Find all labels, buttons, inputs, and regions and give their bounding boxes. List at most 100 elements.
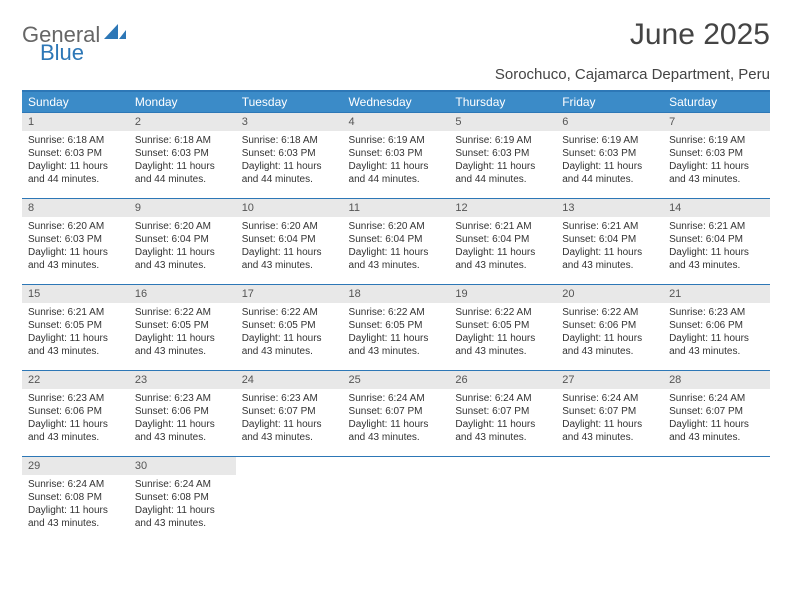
day-cell: 11Sunrise: 6:20 AMSunset: 6:04 PMDayligh… — [343, 199, 450, 285]
sunrise-text: Sunrise: 6:19 AM — [455, 134, 550, 147]
logo-sail-icon — [104, 22, 126, 48]
sunrise-text: Sunrise: 6:24 AM — [455, 392, 550, 405]
day-content: Sunrise: 6:21 AMSunset: 6:04 PMDaylight:… — [556, 217, 663, 278]
day-cell: 4Sunrise: 6:19 AMSunset: 6:03 PMDaylight… — [343, 113, 450, 199]
sunset-text: Sunset: 6:03 PM — [562, 147, 657, 160]
day-content: Sunrise: 6:23 AMSunset: 6:06 PMDaylight:… — [129, 389, 236, 450]
daylight-text-2: and 44 minutes. — [455, 173, 550, 186]
daylight-text-2: and 43 minutes. — [242, 431, 337, 444]
sunset-text: Sunset: 6:04 PM — [669, 233, 764, 246]
day-cell — [236, 457, 343, 543]
day-number: 6 — [556, 113, 663, 131]
daylight-text-2: and 43 minutes. — [135, 517, 230, 530]
daylight-text-2: and 44 minutes. — [562, 173, 657, 186]
sunset-text: Sunset: 6:03 PM — [28, 233, 123, 246]
sunrise-text: Sunrise: 6:23 AM — [669, 306, 764, 319]
day-number: 28 — [663, 371, 770, 389]
daylight-text-2: and 44 minutes. — [28, 173, 123, 186]
sunset-text: Sunset: 6:04 PM — [242, 233, 337, 246]
daylight-text: Daylight: 11 hours — [562, 418, 657, 431]
day-cell: 18Sunrise: 6:22 AMSunset: 6:05 PMDayligh… — [343, 285, 450, 371]
day-content: Sunrise: 6:22 AMSunset: 6:05 PMDaylight:… — [343, 303, 450, 364]
day-cell: 22Sunrise: 6:23 AMSunset: 6:06 PMDayligh… — [22, 371, 129, 457]
day-content: Sunrise: 6:24 AMSunset: 6:08 PMDaylight:… — [22, 475, 129, 536]
day-number: 17 — [236, 285, 343, 303]
daylight-text-2: and 43 minutes. — [28, 517, 123, 530]
daylight-text: Daylight: 11 hours — [242, 246, 337, 259]
sunset-text: Sunset: 6:04 PM — [455, 233, 550, 246]
day-number: 19 — [449, 285, 556, 303]
sunset-text: Sunset: 6:07 PM — [669, 405, 764, 418]
day-content: Sunrise: 6:20 AMSunset: 6:04 PMDaylight:… — [236, 217, 343, 278]
day-cell: 21Sunrise: 6:23 AMSunset: 6:06 PMDayligh… — [663, 285, 770, 371]
day-number: 16 — [129, 285, 236, 303]
sunset-text: Sunset: 6:03 PM — [242, 147, 337, 160]
day-content: Sunrise: 6:24 AMSunset: 6:07 PMDaylight:… — [663, 389, 770, 450]
day-content: Sunrise: 6:18 AMSunset: 6:03 PMDaylight:… — [129, 131, 236, 192]
sunrise-text: Sunrise: 6:22 AM — [349, 306, 444, 319]
sunset-text: Sunset: 6:07 PM — [242, 405, 337, 418]
day-content: Sunrise: 6:21 AMSunset: 6:04 PMDaylight:… — [449, 217, 556, 278]
day-content: Sunrise: 6:21 AMSunset: 6:04 PMDaylight:… — [663, 217, 770, 278]
day-header: Monday — [129, 92, 236, 113]
day-number: 5 — [449, 113, 556, 131]
day-content: Sunrise: 6:24 AMSunset: 6:07 PMDaylight:… — [449, 389, 556, 450]
day-content: Sunrise: 6:19 AMSunset: 6:03 PMDaylight:… — [556, 131, 663, 192]
week-row: 15Sunrise: 6:21 AMSunset: 6:05 PMDayligh… — [22, 285, 770, 371]
day-cell — [556, 457, 663, 543]
daylight-text: Daylight: 11 hours — [455, 332, 550, 345]
sunset-text: Sunset: 6:03 PM — [455, 147, 550, 160]
sunset-text: Sunset: 6:06 PM — [28, 405, 123, 418]
day-cell: 24Sunrise: 6:23 AMSunset: 6:07 PMDayligh… — [236, 371, 343, 457]
day-content: Sunrise: 6:20 AMSunset: 6:04 PMDaylight:… — [129, 217, 236, 278]
month-title: June 2025 — [630, 18, 770, 52]
sunset-text: Sunset: 6:06 PM — [669, 319, 764, 332]
daylight-text: Daylight: 11 hours — [455, 418, 550, 431]
daylight-text-2: and 43 minutes. — [135, 345, 230, 358]
daylight-text-2: and 43 minutes. — [135, 259, 230, 272]
sunrise-text: Sunrise: 6:23 AM — [135, 392, 230, 405]
day-cell: 17Sunrise: 6:22 AMSunset: 6:05 PMDayligh… — [236, 285, 343, 371]
day-number: 8 — [22, 199, 129, 217]
daylight-text: Daylight: 11 hours — [242, 418, 337, 431]
week-row: 22Sunrise: 6:23 AMSunset: 6:06 PMDayligh… — [22, 371, 770, 457]
daylight-text-2: and 43 minutes. — [669, 431, 764, 444]
day-number: 23 — [129, 371, 236, 389]
sunrise-text: Sunrise: 6:18 AM — [242, 134, 337, 147]
title-block: June 2025 — [630, 18, 770, 52]
daylight-text: Daylight: 11 hours — [349, 418, 444, 431]
day-header: Tuesday — [236, 92, 343, 113]
day-number: 24 — [236, 371, 343, 389]
day-content: Sunrise: 6:23 AMSunset: 6:06 PMDaylight:… — [22, 389, 129, 450]
sunrise-text: Sunrise: 6:21 AM — [455, 220, 550, 233]
header: General June 2025 — [22, 18, 770, 52]
day-content: Sunrise: 6:24 AMSunset: 6:07 PMDaylight:… — [343, 389, 450, 450]
day-number: 25 — [343, 371, 450, 389]
sunset-text: Sunset: 6:03 PM — [135, 147, 230, 160]
day-cell: 20Sunrise: 6:22 AMSunset: 6:06 PMDayligh… — [556, 285, 663, 371]
sunset-text: Sunset: 6:08 PM — [135, 491, 230, 504]
sunrise-text: Sunrise: 6:21 AM — [28, 306, 123, 319]
day-number: 27 — [556, 371, 663, 389]
sunrise-text: Sunrise: 6:21 AM — [669, 220, 764, 233]
day-header: Saturday — [663, 92, 770, 113]
calendar-table: Sunday Monday Tuesday Wednesday Thursday… — [22, 92, 770, 543]
sunrise-text: Sunrise: 6:19 AM — [349, 134, 444, 147]
day-cell: 16Sunrise: 6:22 AMSunset: 6:05 PMDayligh… — [129, 285, 236, 371]
daylight-text: Daylight: 11 hours — [28, 246, 123, 259]
week-row: 8Sunrise: 6:20 AMSunset: 6:03 PMDaylight… — [22, 199, 770, 285]
sunrise-text: Sunrise: 6:20 AM — [242, 220, 337, 233]
day-number: 21 — [663, 285, 770, 303]
day-number: 20 — [556, 285, 663, 303]
daylight-text-2: and 43 minutes. — [135, 431, 230, 444]
day-cell: 10Sunrise: 6:20 AMSunset: 6:04 PMDayligh… — [236, 199, 343, 285]
day-cell: 19Sunrise: 6:22 AMSunset: 6:05 PMDayligh… — [449, 285, 556, 371]
day-number: 11 — [343, 199, 450, 217]
day-header: Wednesday — [343, 92, 450, 113]
day-header: Sunday — [22, 92, 129, 113]
sunrise-text: Sunrise: 6:20 AM — [349, 220, 444, 233]
daylight-text-2: and 43 minutes. — [562, 259, 657, 272]
daylight-text: Daylight: 11 hours — [135, 160, 230, 173]
sunrise-text: Sunrise: 6:22 AM — [455, 306, 550, 319]
day-cell: 23Sunrise: 6:23 AMSunset: 6:06 PMDayligh… — [129, 371, 236, 457]
